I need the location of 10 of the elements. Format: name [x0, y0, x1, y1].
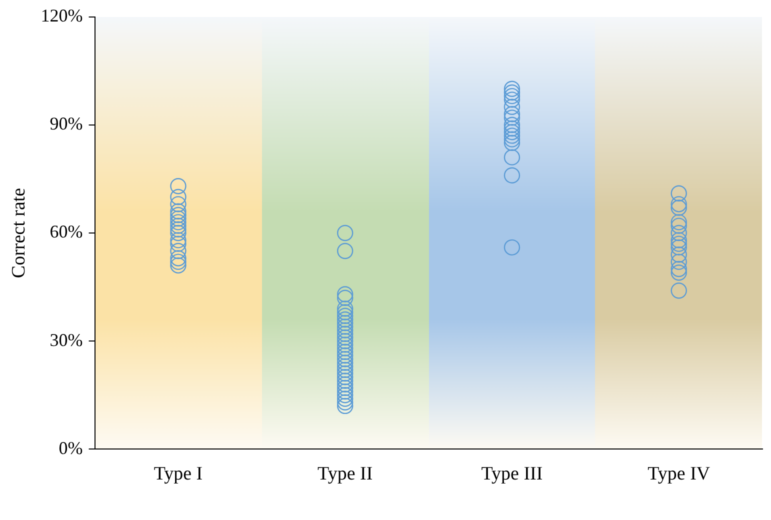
y-tick-label: 60%	[50, 222, 83, 242]
y-axis-title: Correct rate	[8, 188, 30, 278]
y-tick-label: 30%	[50, 330, 83, 350]
x-tick-label: Type IV	[648, 464, 710, 485]
x-tick-label: Type III	[481, 464, 543, 485]
x-tick-label: Type II	[318, 464, 373, 485]
x-tick-label: Type I	[154, 464, 203, 485]
y-tick-label: 90%	[50, 114, 83, 134]
y-tick-label: 120%	[40, 6, 83, 26]
y-tick-label: 0%	[58, 438, 83, 458]
